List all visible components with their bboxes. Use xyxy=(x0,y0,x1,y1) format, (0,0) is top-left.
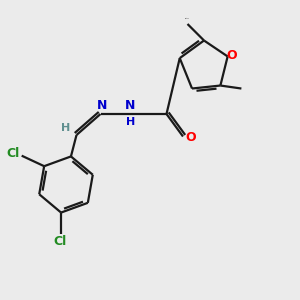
Text: N: N xyxy=(97,99,107,112)
Text: Cl: Cl xyxy=(54,235,67,248)
Text: Cl: Cl xyxy=(7,147,20,160)
Text: H: H xyxy=(61,123,70,134)
Text: N: N xyxy=(125,99,136,112)
Text: methyl: methyl xyxy=(184,18,189,19)
Text: O: O xyxy=(226,49,237,62)
Text: H: H xyxy=(126,117,135,127)
Text: O: O xyxy=(185,130,196,144)
